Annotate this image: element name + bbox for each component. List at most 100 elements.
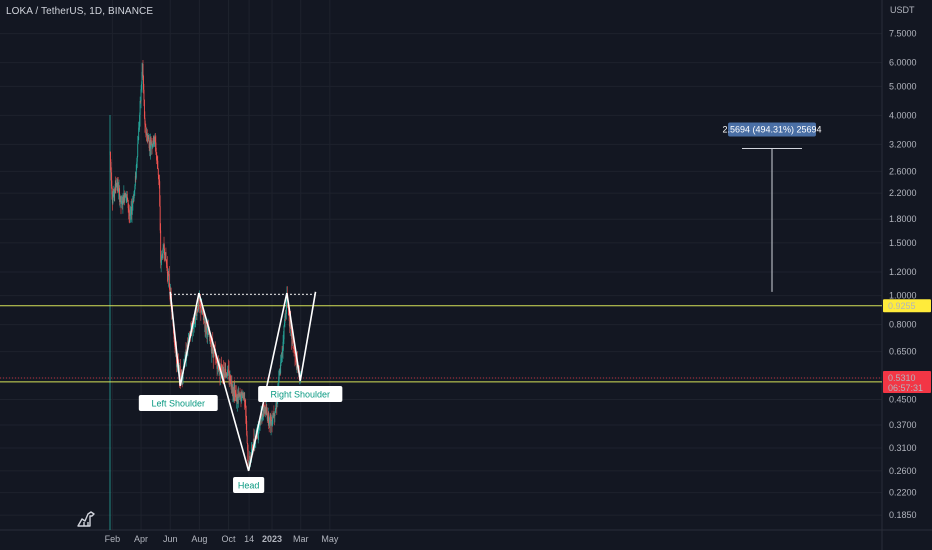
candle-body: [165, 252, 167, 260]
candle-body: [128, 210, 130, 214]
right-shoulder-label[interactable]: Right Shoulder: [270, 390, 330, 400]
candle-body: [197, 309, 198, 311]
candle-body: [278, 375, 280, 377]
candle-body: [194, 314, 196, 324]
candle-body: [185, 351, 186, 355]
candle-body: [117, 182, 119, 187]
candle-body: [228, 370, 230, 380]
price-tick: 0.3100: [889, 443, 917, 453]
measure-tag: [728, 122, 816, 137]
candle-body: [245, 406, 247, 417]
candle-body: [235, 392, 237, 394]
candle-body: [180, 378, 182, 380]
candle-body: [293, 348, 295, 350]
candle-body: [167, 273, 169, 281]
candle-body: [160, 260, 162, 263]
candle-body: [163, 245, 164, 248]
candle-body: [148, 137, 150, 142]
candle-body: [283, 339, 284, 342]
time-tick: Mar: [293, 534, 309, 544]
price-tick: 0.8000: [889, 320, 917, 330]
candle-body: [123, 193, 125, 201]
candle-body: [126, 193, 128, 195]
candle-body: [111, 194, 113, 204]
candle-body: [116, 182, 118, 187]
candle-body: [282, 341, 284, 349]
candle-body: [122, 195, 124, 205]
candle-body: [231, 387, 233, 393]
head-label[interactable]: Head: [238, 481, 260, 491]
candle-body: [179, 366, 181, 379]
candle-body: [134, 185, 136, 191]
candle-body: [272, 418, 273, 426]
candle-body: [150, 140, 152, 145]
candle-body: [145, 126, 147, 135]
candle-body: [146, 133, 148, 135]
candle-body: [249, 455, 251, 461]
candle-body: [147, 138, 149, 141]
candle-body: [146, 133, 148, 141]
candle-body: [207, 327, 208, 336]
candle-body: [152, 144, 153, 148]
candle-body: [229, 375, 231, 381]
time-tick: May: [321, 534, 339, 544]
candle-body: [158, 179, 160, 182]
candle-body: [143, 99, 145, 118]
candle-body: [274, 408, 276, 412]
candle-body: [118, 188, 120, 192]
candle-body: [262, 412, 264, 418]
pattern-labels[interactable]: Left Shoulder Head Right Shoulder: [138, 386, 343, 493]
candle-body: [154, 137, 156, 143]
candle-body: [270, 414, 272, 426]
candle-body: [164, 248, 165, 255]
candle-body: [202, 311, 204, 314]
left-shoulder-label[interactable]: Left Shoulder: [151, 399, 205, 409]
candle-body: [133, 193, 135, 202]
symbol-title[interactable]: LOKA / TetherUS, 1D, BINANCE: [6, 6, 154, 17]
tradingview-logo-icon[interactable]: [77, 511, 95, 527]
candle-body: [163, 245, 165, 249]
candle-body: [122, 195, 124, 203]
candle-body: [110, 152, 111, 162]
time-tick: Aug: [191, 534, 207, 544]
head-label-box: [233, 477, 265, 493]
candle-body: [233, 388, 235, 394]
candle-body: [176, 363, 178, 367]
candle-body: [257, 428, 259, 435]
candle-body: [136, 156, 138, 162]
candle-body: [175, 349, 176, 352]
measure-tool[interactable]: 2.5694 (494.31%) 25694: [722, 122, 822, 292]
candle-body: [278, 376, 280, 388]
candle-body: [113, 189, 115, 195]
candle-body: [263, 403, 265, 412]
candle-body: [173, 333, 175, 339]
candle-body: [109, 152, 111, 153]
candle-body: [179, 366, 181, 380]
time-axis[interactable]: Feb Apr Jun Aug Oct 14 2023 Mar May: [105, 534, 339, 544]
pattern-polyline[interactable]: [169, 291, 317, 472]
candle-body: [141, 83, 142, 90]
horizontal-levels[interactable]: [0, 305, 882, 383]
candle-body: [198, 299, 200, 301]
candle-body: [223, 370, 225, 376]
price-tick: 0.2200: [889, 488, 917, 498]
candle-body: [284, 315, 286, 317]
right-shoulder-label-box: [258, 386, 343, 402]
candle-body: [273, 413, 275, 415]
pattern-zigzag[interactable]: [169, 291, 317, 472]
candle-body: [289, 319, 291, 328]
candle-body: [251, 449, 252, 455]
candle-body: [259, 420, 261, 424]
candle-body: [197, 299, 199, 311]
candle-body: [246, 435, 248, 444]
price-tick: 5.0000: [889, 81, 917, 91]
candle-body: [157, 160, 159, 169]
candle-body: [134, 176, 136, 186]
candle-body: [205, 320, 207, 330]
candle-body: [174, 338, 175, 346]
candle-body: [110, 161, 112, 173]
candle-body: [160, 230, 162, 263]
candle-body: [276, 401, 278, 404]
